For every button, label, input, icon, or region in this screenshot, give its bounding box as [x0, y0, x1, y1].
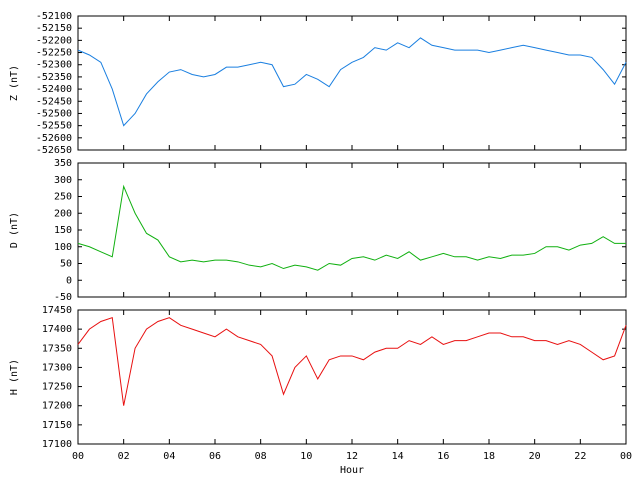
y-tick-label: -52550 [36, 121, 72, 132]
x-tick-label: 00 [72, 451, 84, 462]
y-tick-label: -52350 [36, 72, 72, 83]
x-tick-label: 20 [529, 451, 541, 462]
y-tick-label: -52450 [36, 96, 72, 107]
y-tick-label: 100 [54, 242, 72, 253]
y-tick-label: 50 [60, 259, 72, 270]
x-tick-label: 10 [300, 451, 312, 462]
y-axis-label: Z (nT) [9, 65, 20, 101]
y-tick-label: -52650 [36, 145, 72, 156]
plot-frame [77, 15, 627, 151]
y-tick-label: -50 [54, 292, 72, 303]
y-tick-label: 17200 [42, 401, 72, 412]
y-axis-label: D (nT) [9, 212, 20, 248]
y-tick-label: -52300 [36, 60, 72, 71]
y-tick-label: -52250 [36, 48, 72, 59]
y-tick-label: 17350 [42, 343, 72, 354]
y-tick-label: -52100 [36, 11, 72, 22]
y-tick-label: -52500 [36, 108, 72, 119]
y-tick-label: 0 [66, 275, 72, 286]
x-tick-label: 04 [163, 451, 175, 462]
y-tick-label: -52600 [36, 133, 72, 144]
y-tick-label: 150 [54, 225, 72, 236]
y-tick-label: -52400 [36, 84, 72, 95]
y-tick-label: 200 [54, 208, 72, 219]
y-tick-label: 17100 [42, 439, 72, 450]
x-tick-label: 16 [437, 451, 449, 462]
y-tick-label: -52200 [36, 35, 72, 46]
plot-frame [77, 309, 627, 445]
x-tick-label: 14 [392, 451, 404, 462]
y-tick-label: 17400 [42, 324, 72, 335]
x-tick-label: 02 [118, 451, 130, 462]
x-tick-label: 18 [483, 451, 495, 462]
y-tick-label: -52150 [36, 23, 72, 34]
x-tick-label: 22 [574, 451, 586, 462]
data-line [77, 316, 627, 406]
x-tick-label: 06 [209, 451, 221, 462]
y-tick-label: 17450 [42, 305, 72, 316]
y-axis-label: H (nT) [9, 359, 20, 395]
x-tick-label: 00 [620, 451, 632, 462]
data-line [77, 184, 626, 271]
y-tick-label: 350 [54, 158, 72, 169]
plot-frame [77, 162, 627, 298]
y-tick-label: 17250 [42, 382, 72, 393]
data-line [77, 37, 627, 127]
x-tick-label: 12 [346, 451, 358, 462]
y-tick-label: 17300 [42, 362, 72, 373]
y-tick-label: 300 [54, 175, 72, 186]
y-tick-label: 250 [54, 192, 72, 203]
x-axis-label: Hour [340, 465, 364, 476]
x-tick-label: 08 [255, 451, 267, 462]
y-tick-label: 17150 [42, 420, 72, 431]
